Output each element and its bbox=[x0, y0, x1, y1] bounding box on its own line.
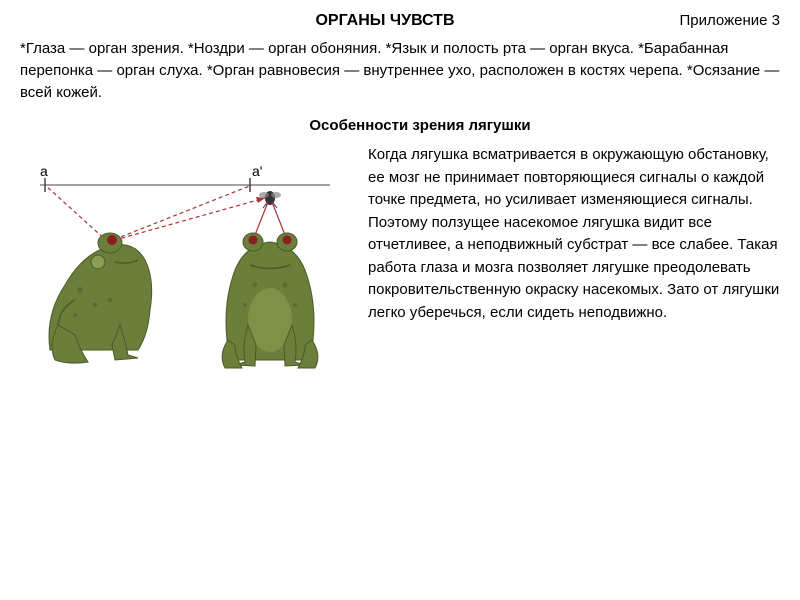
body-paragraph: Когда лягушка всматривается в окружающую… bbox=[368, 144, 780, 324]
sight-line bbox=[108, 198, 265, 242]
sight-line bbox=[45, 185, 108, 242]
frog-side-icon bbox=[49, 233, 152, 363]
sub-title: Особенности зрения лягушки bbox=[60, 117, 780, 134]
frog-diagram: a a' bbox=[20, 150, 350, 410]
main-title: ОРГАНЫ ЧУВСТВ bbox=[110, 12, 660, 30]
label-a-prime: a' bbox=[252, 163, 262, 179]
intro-paragraph: *Глаза — орган зрения. *Ноздри — орган о… bbox=[20, 38, 780, 103]
label-a: a bbox=[40, 163, 48, 179]
appendix-label: Приложение 3 bbox=[660, 12, 780, 30]
sight-line bbox=[108, 185, 252, 242]
frog-front-icon bbox=[222, 233, 318, 368]
